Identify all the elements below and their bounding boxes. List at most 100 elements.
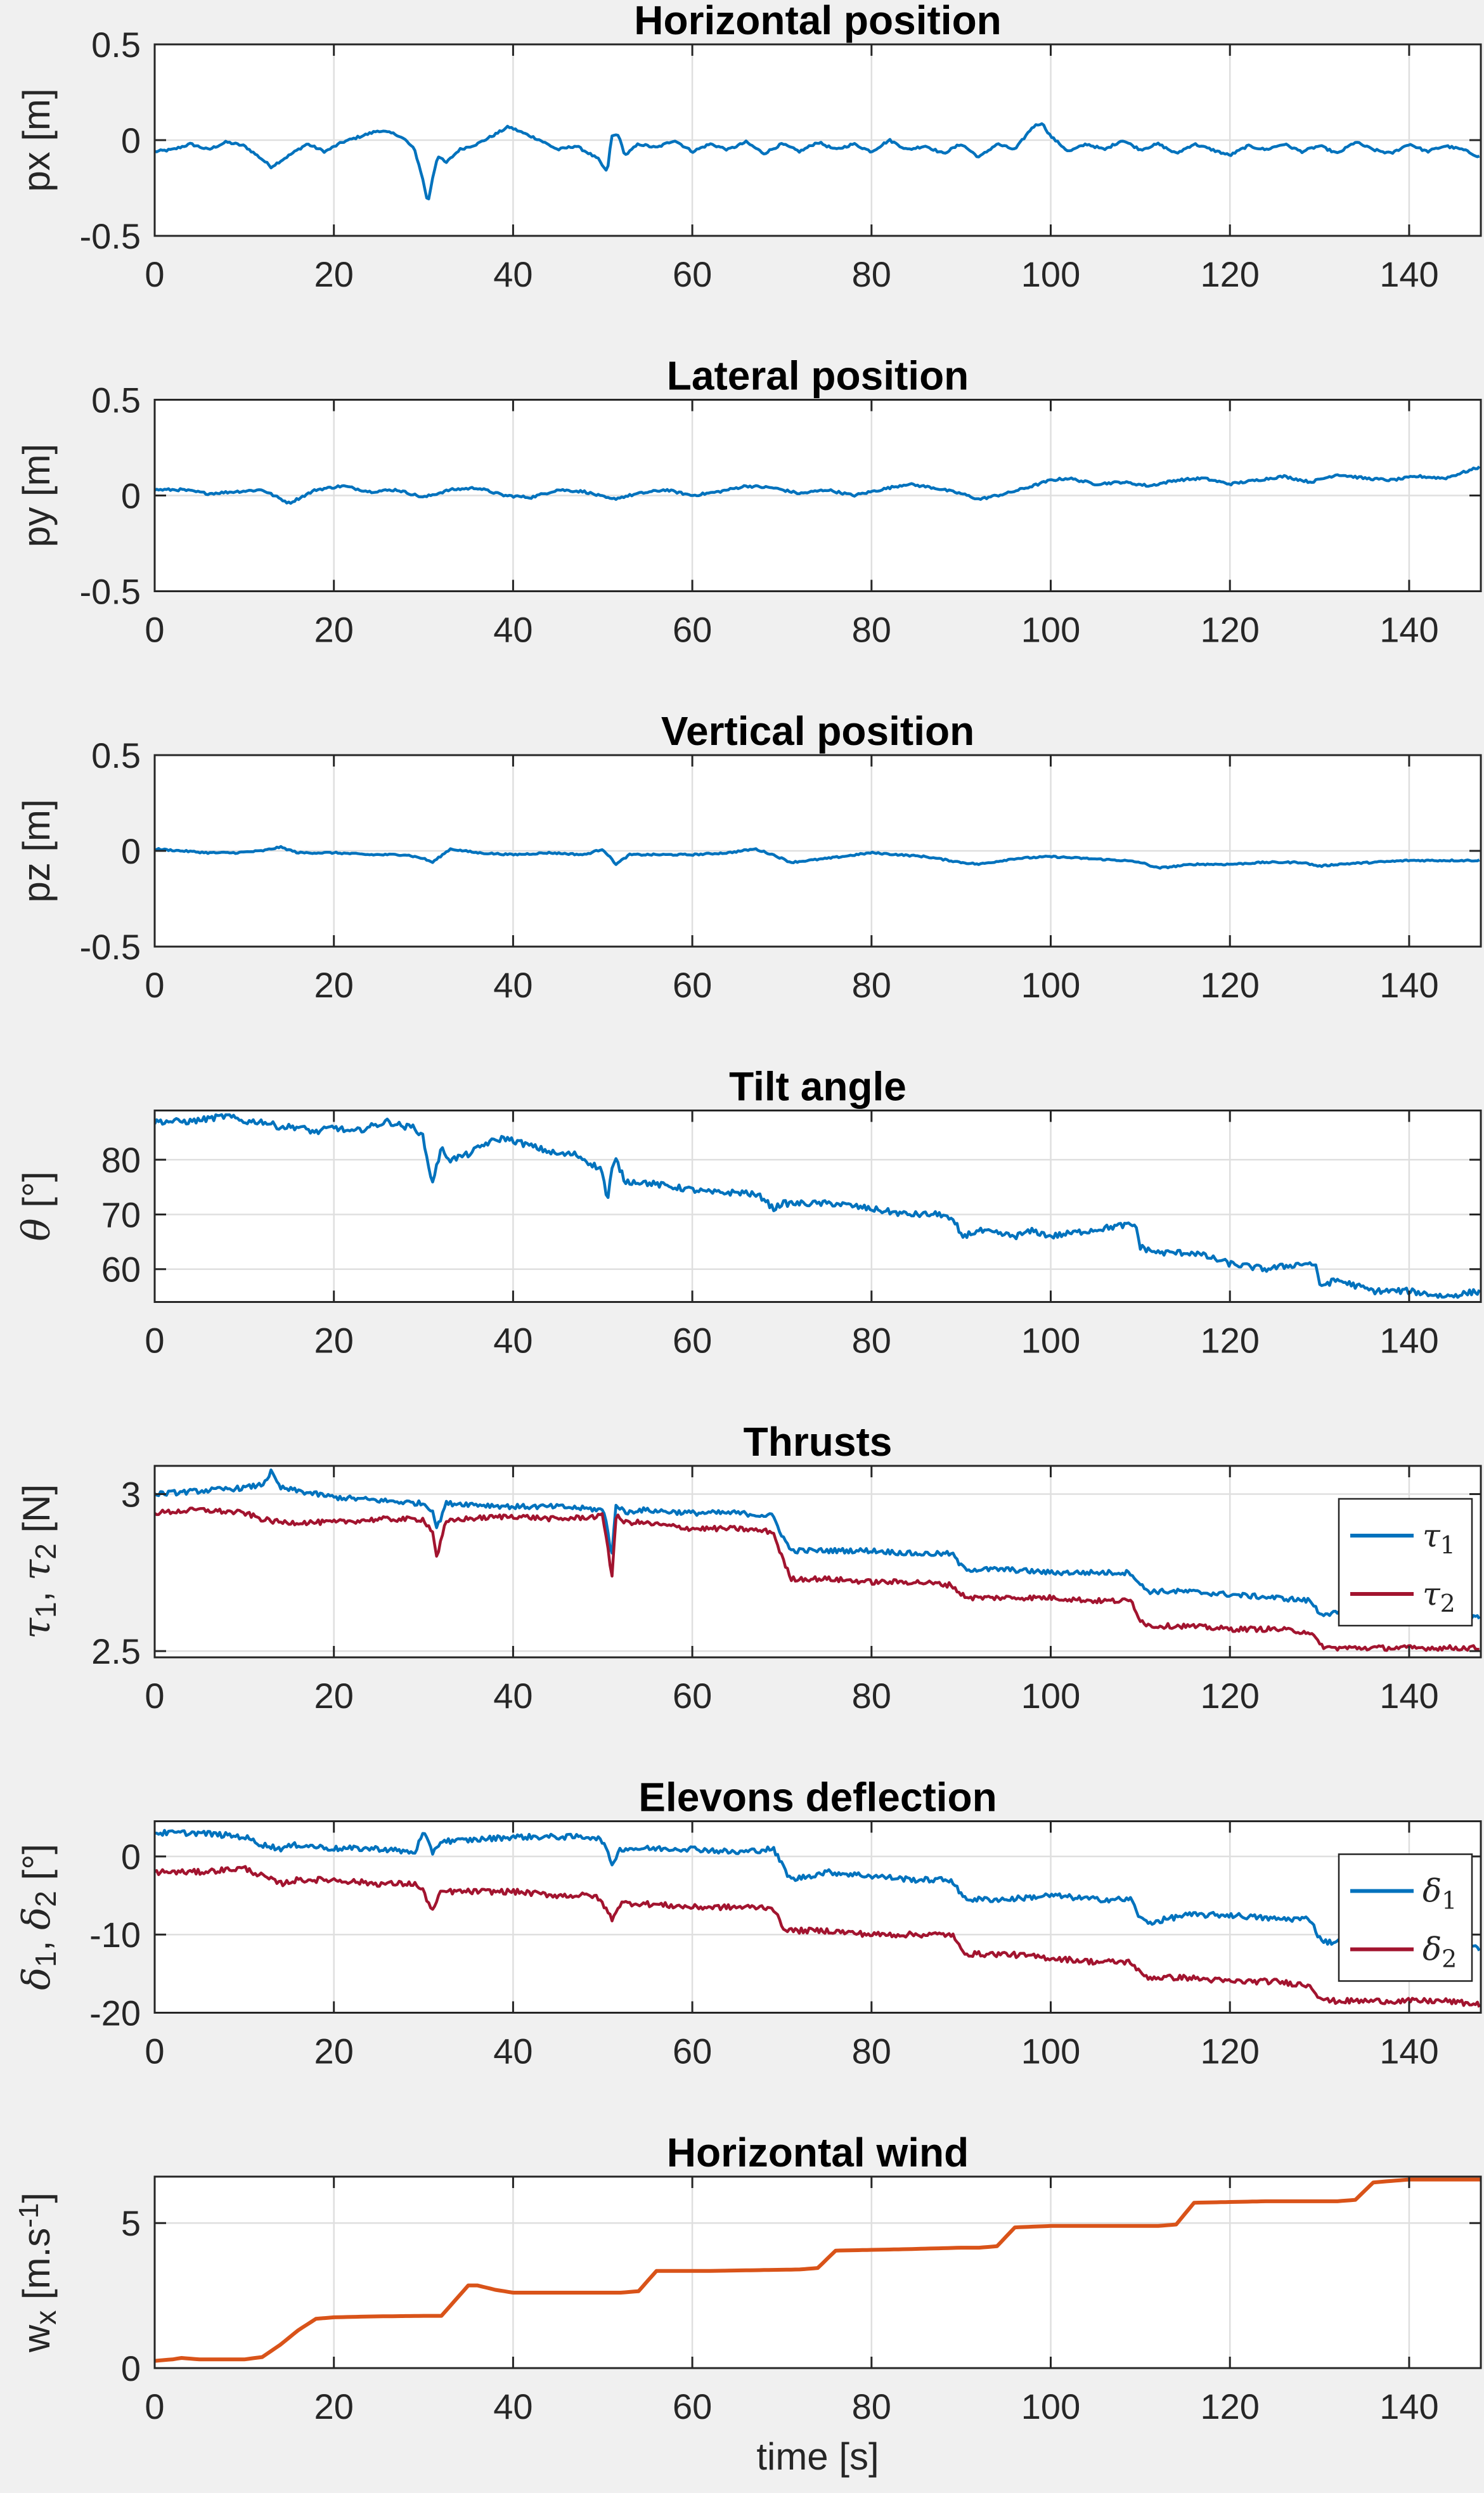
delta-legend: δ1 δ2	[1338, 1853, 1473, 1982]
delta-ylabel-part: [°]	[15, 1844, 58, 1891]
thrust-ylabel-part: [N]	[15, 1484, 58, 1543]
px-xtick-label: 120	[1200, 254, 1259, 294]
delta-axes-box	[153, 1820, 1482, 2014]
theta-xtick-label: 60	[673, 1321, 712, 1361]
theta-ytick-label: 60	[101, 1250, 141, 1290]
theta-xtick-label: 40	[493, 1321, 532, 1361]
pz-xtick-label: 80	[852, 965, 891, 1005]
px-ytick-label: -0.5	[80, 216, 141, 256]
theta-ylabel: θ [°]	[15, 1171, 59, 1241]
thrust-legend-subscript: 2	[1440, 1590, 1455, 1617]
pz-xtick-label: 60	[673, 965, 712, 1005]
px-series-1-line	[155, 122, 1480, 200]
pz-title: Vertical position	[661, 708, 974, 754]
wind-series-1-line	[155, 2177, 1481, 2363]
theta-xtick-label: 80	[852, 1321, 891, 1361]
theta-ylabel-part: θ	[15, 1218, 59, 1241]
delta-xtick-label: 100	[1021, 2031, 1080, 2071]
px-xtick-label: 80	[852, 254, 891, 294]
delta-series-1-line	[155, 1829, 1481, 1952]
pz-xtick-label: 120	[1200, 965, 1259, 1005]
delta-chart: 0 20 40 60 80 100 120 140 -20 -10 0 Elevons deflect…	[15, 1775, 1482, 2071]
wind-xtick-label: 120	[1200, 2386, 1259, 2426]
thrust-xtick-label: 120	[1200, 1676, 1259, 1716]
px-xtick-label: 40	[493, 254, 532, 294]
delta-ylabel-part: 1	[29, 1951, 62, 1967]
pz-xtick-label: 40	[493, 965, 532, 1005]
thrust-xtick-label: 20	[314, 1676, 354, 1716]
theta-axes-box	[153, 1110, 1482, 1303]
pz-xtick-label: 140	[1379, 965, 1438, 1005]
delta-ylabel-part: ,	[15, 1930, 58, 1951]
wind-title: Horizontal wind	[667, 2130, 969, 2175]
wind-xtick-label: 40	[493, 2386, 532, 2426]
py-xtick-label: 0	[145, 610, 164, 650]
delta-xtick-label: 140	[1379, 2031, 1438, 2071]
py-ytick-label: -0.5	[80, 572, 141, 612]
pz-xtick-label: 100	[1021, 965, 1080, 1005]
pz-ytick-label: -0.5	[80, 927, 141, 967]
wind-plot-area	[155, 2177, 1481, 2368]
pz-ylabel: pz [m]	[15, 799, 58, 902]
thrust-ylabel-part: τ	[15, 1559, 59, 1581]
px-ytick-label: 0.5	[91, 25, 141, 65]
theta-xtick-label: 20	[314, 1321, 354, 1361]
py-title: Lateral position	[667, 353, 969, 399]
py-ytick-label: 0.5	[91, 380, 141, 420]
thrust-legend-box	[1338, 1498, 1473, 1627]
theta-ytick-label: 70	[101, 1195, 141, 1234]
py-xtick-label: 40	[493, 610, 532, 650]
px-ytick-label: 0	[121, 120, 141, 160]
thrust-ytick-label: 3	[121, 1475, 141, 1515]
delta-ylabel-part: δ	[15, 1907, 59, 1930]
thrust-ylabel-part: τ	[15, 1617, 59, 1639]
px-xtick-label: 0	[145, 254, 164, 294]
wind-ylabel-part: -1	[13, 2203, 44, 2228]
wind-ylabel-part: ]	[15, 2192, 58, 2203]
wind-ytick-label: 5	[121, 2203, 141, 2243]
thrust-xtick-label: 60	[673, 1676, 712, 1716]
wind-ylabel: wx [m.s-1]	[13, 2192, 62, 2353]
delta-xtick-label: 40	[493, 2031, 532, 2071]
py-xtick-label: 140	[1379, 610, 1438, 650]
py-ytick-label: 0	[121, 476, 141, 516]
theta-plot-area	[155, 1110, 1481, 1302]
wind-xtick-label: 60	[673, 2386, 712, 2426]
px-ylabel-part: px [m]	[15, 88, 58, 191]
thrust-plot-area	[155, 1466, 1481, 1657]
wind-xtick-label: 140	[1379, 2386, 1438, 2426]
py-xtick-label: 20	[314, 610, 354, 650]
delta-ytick-label: -10	[89, 1915, 141, 1955]
theta-series-1-line	[155, 1113, 1481, 1299]
delta-legend-subscript: 2	[1442, 1945, 1457, 1972]
wind-ylabel-part: x	[29, 2310, 62, 2325]
py-ylabel-part: py [m]	[15, 444, 58, 547]
theta-xtick-label: 0	[145, 1321, 164, 1361]
wind-xtick-label: 80	[852, 2386, 891, 2426]
thrust-legend-symbol: τ	[1423, 1576, 1441, 1612]
pz-xtick-label: 0	[145, 965, 164, 1005]
py-ylabel: py [m]	[15, 444, 58, 547]
delta-series-2-line	[155, 1865, 1481, 2008]
theta-xtick-label: 100	[1021, 1321, 1080, 1361]
delta-ylabel: δ1, δ2 [°]	[15, 1844, 62, 1990]
thrust-ylabel-part: ,	[15, 1581, 58, 1602]
thrust-ylabel-part: 1	[29, 1602, 62, 1618]
wind-ylabel-part: [m.s	[15, 2228, 58, 2310]
delta-xtick-label: 60	[673, 2031, 712, 2071]
delta-legend-label: δ1	[1423, 1873, 1457, 1915]
px-title: Horizontal position	[634, 0, 1002, 43]
delta-ylabel-part: δ	[15, 1967, 59, 1990]
pz-series-1-line	[155, 845, 1480, 870]
px-xtick-label: 100	[1021, 254, 1080, 294]
pz-ytick-label: 0	[121, 831, 141, 871]
thrust-xtick-label: 0	[145, 1676, 164, 1716]
theta-xtick-label: 140	[1379, 1321, 1438, 1361]
wind-axes-box	[153, 2175, 1482, 2369]
delta-legend-symbol: δ	[1423, 1931, 1442, 1968]
py-series-1-line	[155, 465, 1481, 505]
